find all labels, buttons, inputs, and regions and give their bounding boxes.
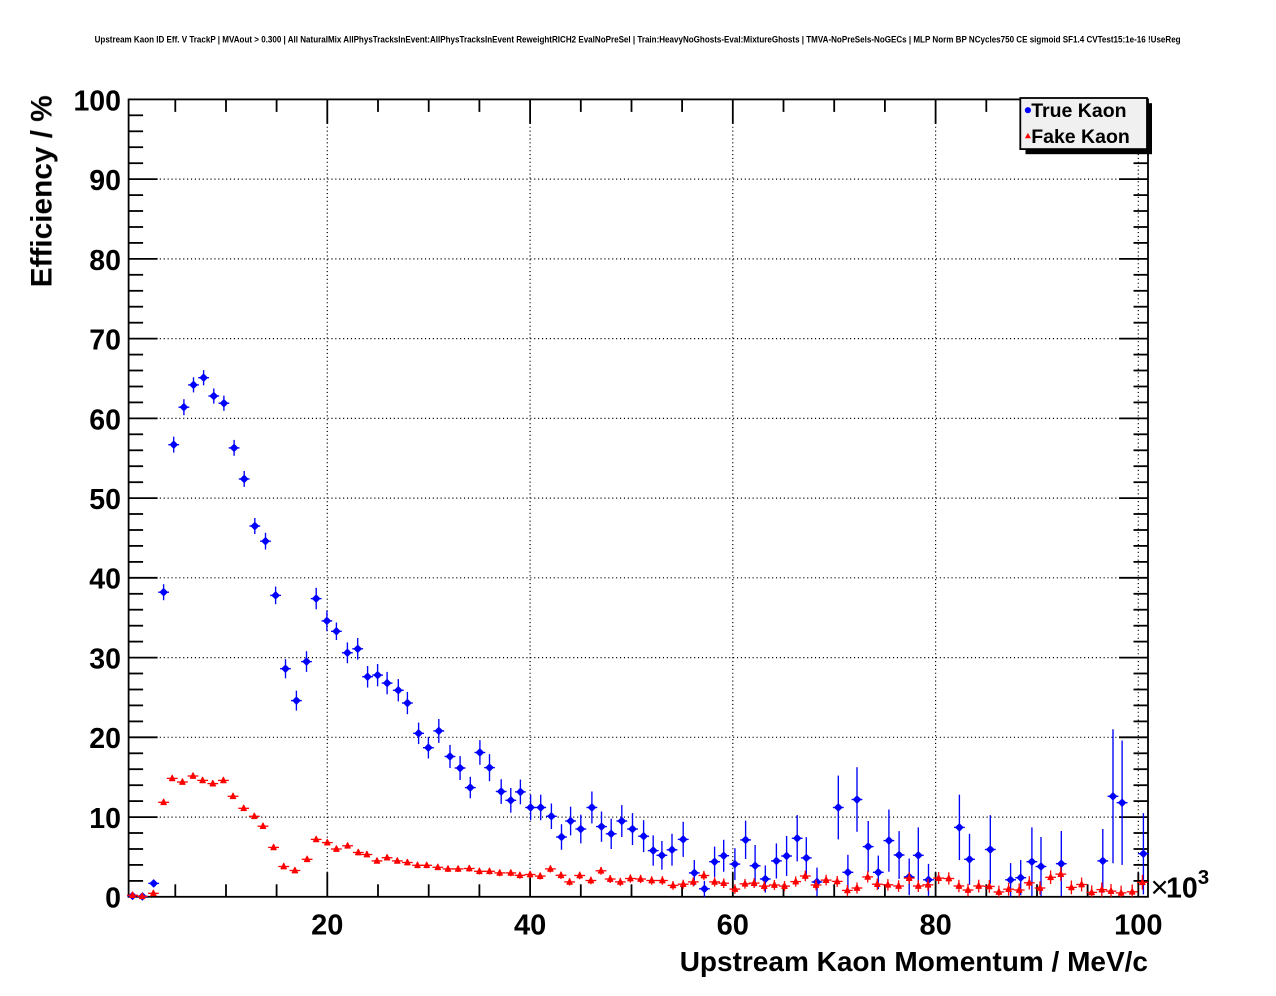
svg-text:20: 20 [89, 723, 121, 755]
svg-text:100: 100 [1114, 910, 1162, 942]
svg-text:60: 60 [89, 404, 121, 436]
svg-text:0: 0 [105, 883, 121, 915]
svg-text:60: 60 [717, 910, 749, 942]
svg-text:70: 70 [89, 325, 121, 357]
svg-text:Fake Kaon: Fake Kaon [1031, 126, 1130, 148]
svg-text:90: 90 [89, 165, 121, 197]
svg-text:10: 10 [89, 803, 121, 835]
svg-text:40: 40 [89, 564, 121, 596]
svg-text:40: 40 [514, 910, 546, 942]
svg-text:True Kaon: True Kaon [1031, 100, 1126, 122]
svg-text:100: 100 [73, 85, 121, 117]
svg-text:Upstream Kaon Momentum / MeV/c: Upstream Kaon Momentum / MeV/c [680, 946, 1148, 977]
svg-text:80: 80 [89, 245, 121, 277]
svg-text:30: 30 [89, 644, 121, 676]
svg-text:50: 50 [89, 484, 121, 516]
svg-text:20: 20 [311, 910, 343, 942]
svg-text:×: × [1151, 870, 1169, 905]
svg-text:80: 80 [919, 910, 951, 942]
svg-text:Upstream Kaon ID Eff. V TrackP: Upstream Kaon ID Eff. V TrackP | MVAout … [95, 35, 1181, 46]
svg-text:Efficiency / %: Efficiency / % [26, 95, 59, 287]
